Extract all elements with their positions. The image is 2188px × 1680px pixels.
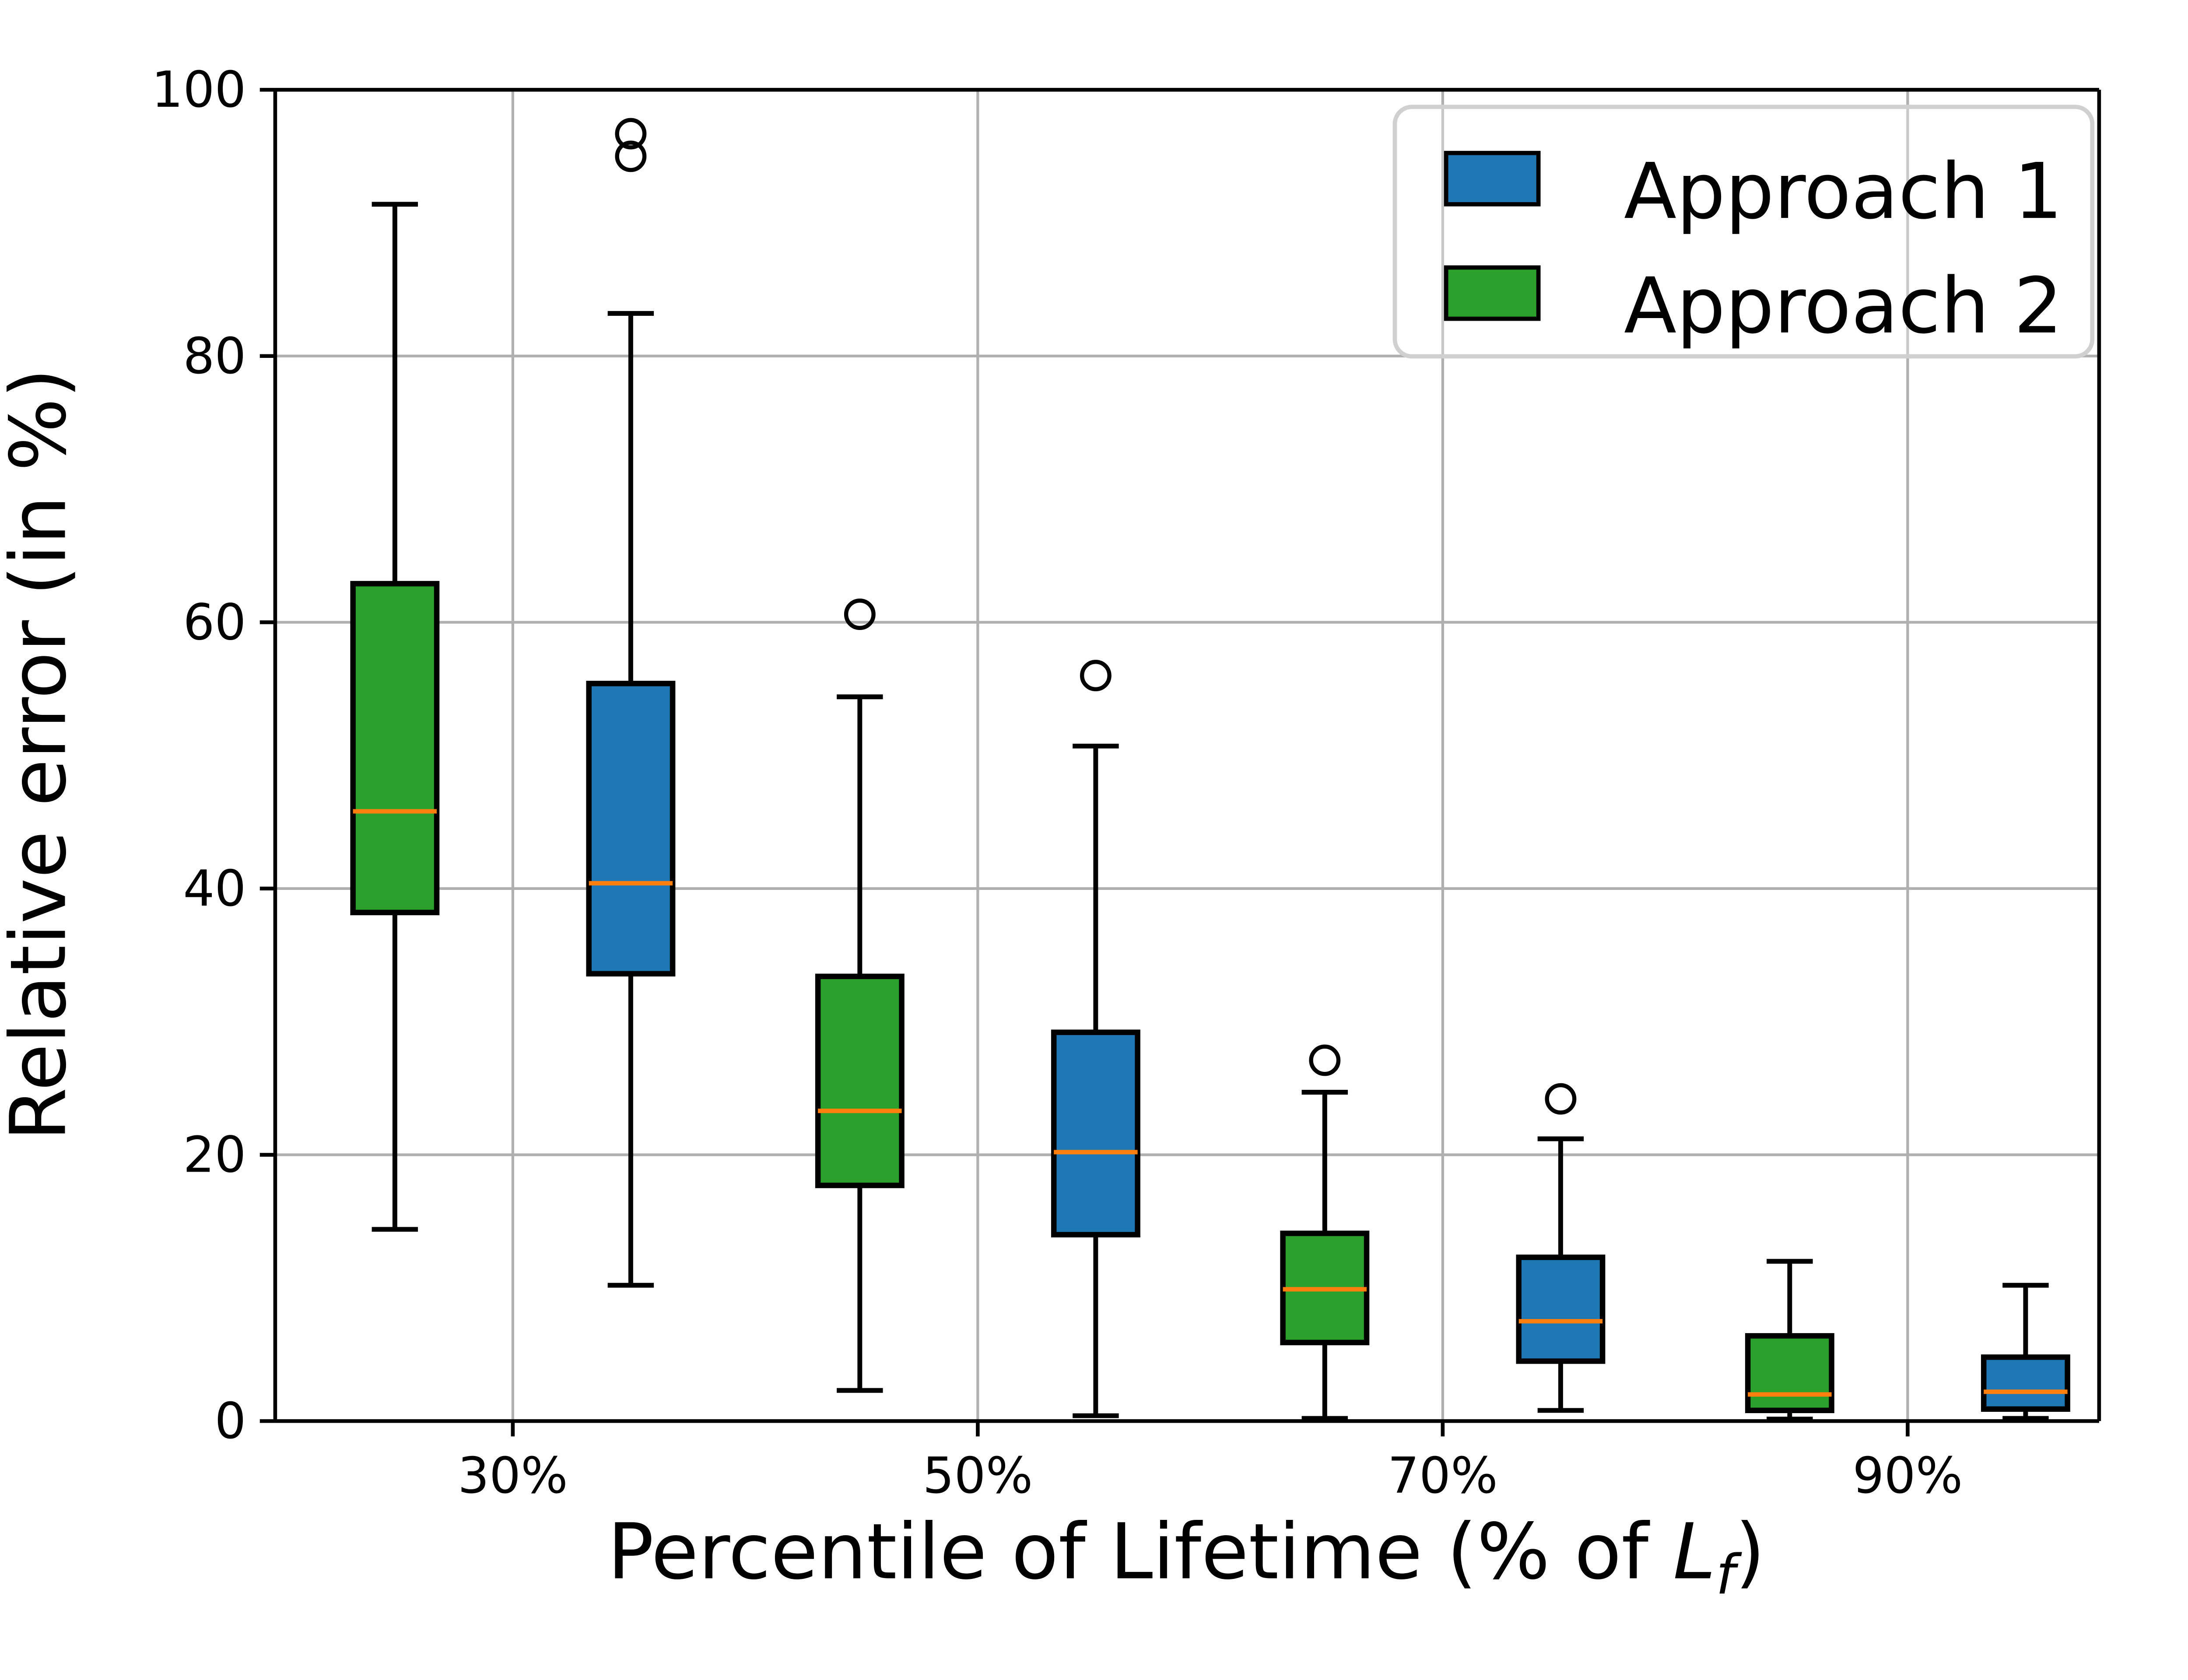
y-tick-label-0: 0 bbox=[214, 1392, 246, 1450]
box-approach-2-70% bbox=[1280, 1044, 1370, 1421]
box-approach-2-50% bbox=[815, 598, 905, 1393]
box-series bbox=[350, 118, 2070, 1422]
iqr-box bbox=[815, 973, 905, 1188]
x-tick-label-50%: 50% bbox=[922, 1447, 1033, 1505]
box-approach-1-70% bbox=[1516, 1083, 1606, 1413]
y-tick-label-20: 20 bbox=[183, 1126, 246, 1184]
outlier-point bbox=[1545, 1083, 1577, 1115]
box-approach-1-50% bbox=[1051, 660, 1140, 1418]
outlier-point bbox=[1309, 1044, 1341, 1076]
outlier-point bbox=[1080, 660, 1112, 692]
x-tick-label-30%: 30% bbox=[458, 1447, 568, 1505]
iqr-box bbox=[1516, 1254, 1606, 1364]
y-tick-label-80: 80 bbox=[183, 327, 246, 385]
legend-label-approach-2: Approach 2 bbox=[1624, 262, 2063, 351]
x-tick-label-90%: 90% bbox=[1852, 1447, 1963, 1505]
box-approach-1-90% bbox=[1981, 1283, 2070, 1421]
outlier-point bbox=[615, 118, 647, 150]
legend-swatch-approach-2 bbox=[1444, 265, 1541, 321]
x-axis-label: Percentile of Lifetime (% of Lf) bbox=[607, 1508, 1765, 1607]
legend-label-approach-1: Approach 1 bbox=[1624, 147, 2063, 236]
legend: Approach 1 Approach 2 bbox=[1392, 105, 2095, 359]
axes-spines bbox=[273, 88, 2101, 1423]
box-approach-2-90% bbox=[1745, 1259, 1834, 1422]
axis-ticks bbox=[259, 88, 1910, 1437]
legend-swatch-approach-1 bbox=[1444, 150, 1541, 206]
iqr-box bbox=[350, 581, 440, 915]
outlier-point bbox=[844, 598, 876, 630]
iqr-box bbox=[586, 681, 676, 976]
y-tick-label-100: 100 bbox=[151, 61, 246, 119]
legend-frame bbox=[1392, 105, 2095, 359]
y-tick-label-60: 60 bbox=[183, 593, 246, 651]
y-tick-label-40: 40 bbox=[183, 860, 246, 917]
tick-labels: 0 20 40 60 80 100 30% 50% 70% 90% bbox=[151, 61, 1963, 1505]
iqr-box bbox=[1051, 1029, 1140, 1238]
outlier-point bbox=[615, 140, 647, 172]
y-axis-label: Relative error (in %) bbox=[0, 368, 83, 1141]
box-approach-1-30% bbox=[586, 118, 676, 1288]
iqr-box bbox=[1745, 1333, 1834, 1414]
x-tick-label-70%: 70% bbox=[1388, 1447, 1498, 1505]
box-approach-2-30% bbox=[350, 202, 440, 1232]
iqr-box bbox=[1981, 1354, 2070, 1412]
